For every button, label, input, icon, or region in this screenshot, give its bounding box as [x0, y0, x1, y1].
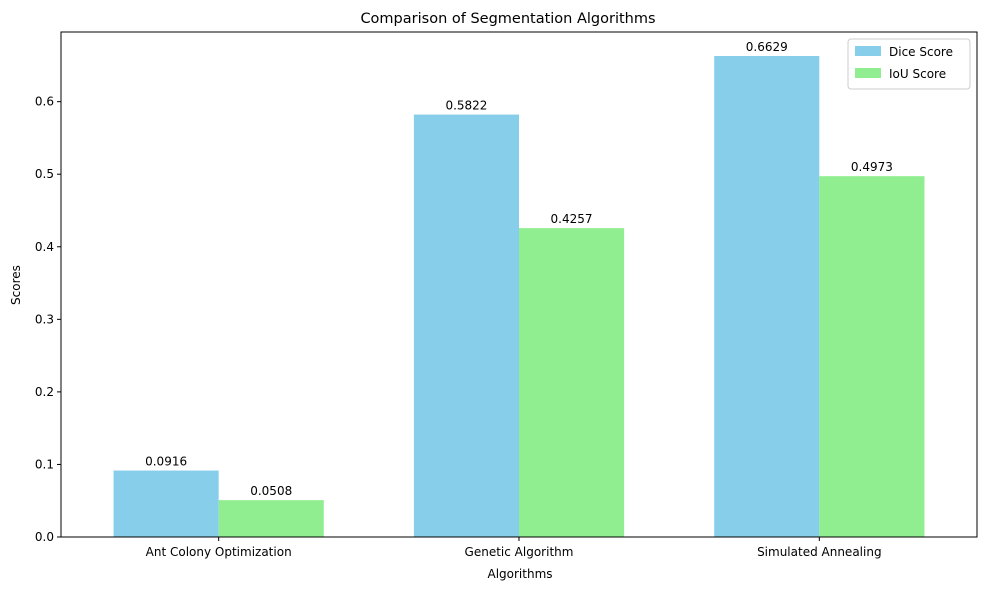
legend-swatch-iou [855, 68, 881, 78]
bar-value-label: 0.4257 [551, 212, 593, 226]
y-tick-label: 0.3 [35, 312, 54, 326]
bar-value-label: 0.0916 [145, 455, 187, 469]
bar-dice-2 [714, 56, 820, 538]
y-tick-label: 0.6 [35, 95, 54, 109]
legend: Dice Score IoU Score [847, 38, 971, 90]
bar-value-label: 0.5822 [445, 99, 487, 113]
y-tick-label: 0.0 [35, 530, 54, 544]
plot-frame [60, 31, 978, 538]
x-tick-label: Ant Colony Optimization [146, 545, 292, 559]
y-tick-label: 0.5 [35, 167, 54, 181]
bar-value-label: 0.4973 [851, 160, 893, 174]
chart-title: Comparison of Segmentation Algorithms [360, 11, 655, 27]
bar-dice-1 [413, 114, 519, 537]
plot-area: 0.0916 0.5822 0.6629 0.0508 0.4257 0.4973 0.0 0… [35, 40, 925, 559]
bar-iou-2 [819, 176, 925, 537]
y-tick-label: 0.4 [35, 240, 54, 254]
x-tick-label: Genetic Algorithm [465, 545, 574, 559]
y-tick-label: 0.2 [35, 385, 54, 399]
legend-label-iou: IoU Score [889, 67, 946, 81]
x-axis-label: Algorithms [487, 567, 552, 581]
bar-value-label: 0.6629 [746, 40, 788, 54]
bar-iou-0 [218, 500, 324, 537]
x-tick-label: Simulated Annealing [757, 545, 882, 559]
bar-value-label: 0.0508 [250, 484, 292, 498]
y-tick-label: 0.1 [35, 457, 54, 471]
legend-label-dice: Dice Score [889, 45, 953, 59]
bar-iou-1 [519, 228, 625, 537]
bar-dice-0 [113, 470, 219, 537]
y-axis-label: Scores [9, 265, 23, 305]
legend-swatch-dice [855, 46, 881, 56]
